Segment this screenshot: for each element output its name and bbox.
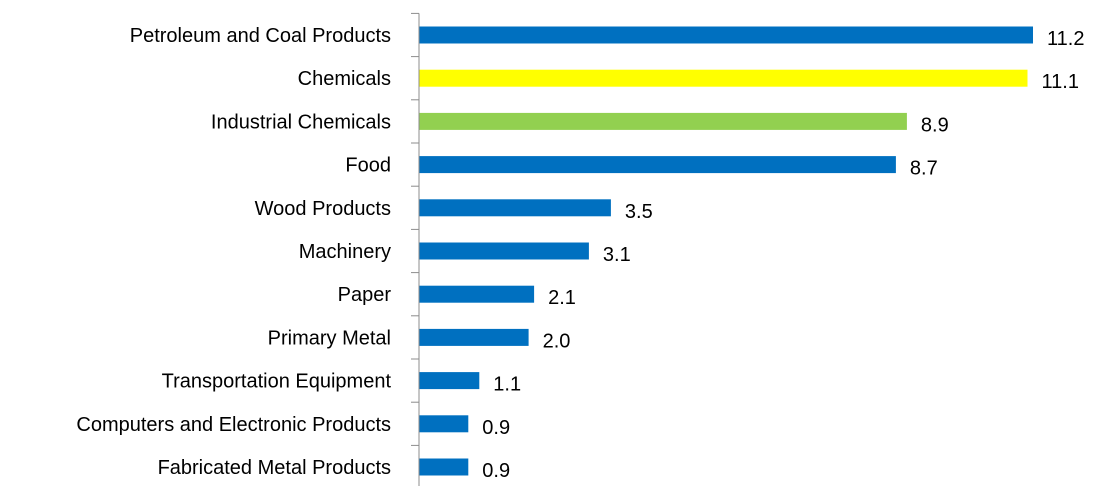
value-label-food: 8.7	[910, 158, 938, 180]
category-label-transportation-equipment: Transportation Equipment	[162, 371, 392, 393]
value-label-fabricated-metal-products: 0.9	[482, 460, 510, 482]
bar-machinery	[419, 242, 589, 260]
value-label-computers-and-electronic-products: 0.9	[482, 417, 510, 439]
bar-industrial-chemicals	[419, 112, 907, 130]
bar-computers-and-electronic-products	[419, 415, 469, 433]
bar-paper	[419, 285, 535, 303]
category-label-chemicals: Chemicals	[298, 68, 391, 90]
value-labels: 11.2 11.1 8.9 8.7 3.5 3.1 2.1 2.0 1.1 0.9 0.9	[482, 28, 1084, 482]
category-label-industrial-chemicals: Industrial Chemicals	[211, 111, 391, 133]
value-label-chemicals: 11.1	[1042, 71, 1079, 93]
bar-transportation-equipment	[419, 372, 480, 390]
y-axis	[411, 12, 420, 486]
category-label-petroleum-and-coal-products: Petroleum and Coal Products	[130, 25, 391, 47]
bar-wood-products	[419, 199, 611, 217]
category-label-fabricated-metal-products: Fabricated Metal Products	[158, 457, 391, 479]
value-label-primary-metal: 2.0	[543, 330, 571, 352]
bar-primary-metal	[419, 328, 529, 346]
value-label-industrial-chemicals: 8.9	[921, 114, 949, 136]
category-label-food: Food	[345, 155, 391, 177]
category-labels: Petroleum and Coal Products Chemicals Indu…	[76, 25, 391, 479]
category-label-paper: Paper	[338, 284, 392, 306]
value-label-transportation-equipment: 1.1	[493, 374, 521, 396]
category-label-primary-metal: Primary Metal	[268, 327, 391, 349]
value-label-wood-products: 3.5	[625, 201, 653, 223]
bars-group	[419, 26, 1033, 476]
category-label-computers-and-electronic-products: Computers and Electronic Products	[76, 414, 391, 436]
value-label-petroleum-and-coal-products: 11.2	[1047, 28, 1084, 50]
bar-petroleum-and-coal-products	[419, 26, 1033, 44]
bar-chemicals	[419, 69, 1028, 87]
category-label-machinery: Machinery	[299, 241, 391, 263]
value-label-machinery: 3.1	[603, 244, 631, 266]
bar-fabricated-metal-products	[419, 458, 469, 476]
value-label-paper: 2.1	[548, 287, 576, 309]
bar-food	[419, 156, 896, 174]
category-label-wood-products: Wood Products	[255, 198, 391, 220]
